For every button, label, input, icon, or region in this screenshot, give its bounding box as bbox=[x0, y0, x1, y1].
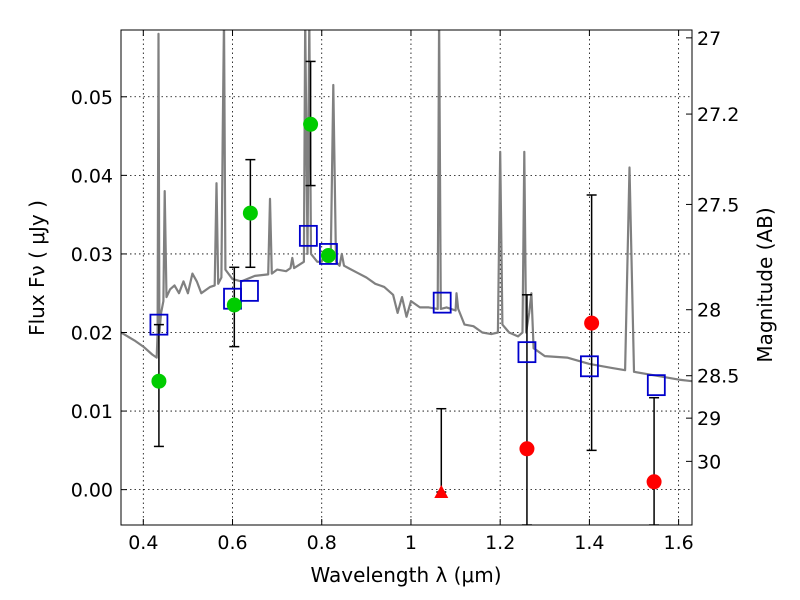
magnitude-tick-label: 29 bbox=[697, 408, 721, 430]
magnitude-tick-label: 27 bbox=[697, 28, 721, 50]
x-tick-label: 1.4 bbox=[574, 532, 604, 554]
x-tick-label: 1.6 bbox=[664, 532, 694, 554]
magnitude-tick-label: 27.2 bbox=[697, 104, 739, 126]
magnitude-tick-label: 30 bbox=[697, 451, 721, 473]
model-band-flux-square bbox=[298, 224, 318, 247]
model-band-flux-square bbox=[432, 291, 452, 314]
x-tick-label: 0.6 bbox=[217, 532, 247, 554]
x-tick-label: 0.8 bbox=[307, 532, 337, 554]
x-tick-label: 1.2 bbox=[485, 532, 515, 554]
y-tick-label: 0.02 bbox=[71, 323, 113, 345]
magnitude-tick-label: 28 bbox=[697, 300, 721, 322]
observed-flux-green-point bbox=[242, 205, 258, 221]
observed-flux-red-point bbox=[646, 474, 662, 490]
observed-flux-green-point bbox=[151, 373, 167, 389]
magnitude-tick-label: 28.5 bbox=[697, 366, 739, 388]
model-band-flux-square bbox=[579, 355, 599, 378]
model-band-flux-square bbox=[149, 313, 169, 336]
magnitude-tick-label: 27.5 bbox=[697, 194, 739, 216]
magnitude-axis-title: Magnitude (AB) bbox=[753, 207, 777, 362]
x-axis-title: Wavelength λ (μm) bbox=[310, 563, 501, 587]
upper-limit-triangle bbox=[434, 485, 449, 498]
observed-flux-red-point bbox=[519, 441, 535, 457]
y-axis-title: Flux Fν ( μJy ) bbox=[25, 200, 49, 336]
y-tick-label: 0.04 bbox=[71, 165, 113, 187]
model-band-flux-square bbox=[240, 279, 259, 302]
y-tick-label: 0.01 bbox=[71, 401, 113, 423]
model-band-flux-square bbox=[646, 374, 666, 397]
observed-flux-green-point bbox=[320, 248, 336, 263]
y-tick-label: 0.03 bbox=[71, 244, 113, 266]
plot-area bbox=[121, 30, 692, 525]
x-tick-label: 0.4 bbox=[128, 532, 158, 554]
axes: 0.4 0.6 0.8 1 1.2 1.4 1.6 0.00 0.01 0.02 0.03 0.04 0… bbox=[71, 28, 740, 554]
grid-lines bbox=[121, 30, 692, 525]
model-band-flux-square bbox=[319, 243, 338, 265]
plot-frame bbox=[120, 29, 693, 526]
y-tick-label: 0.05 bbox=[71, 87, 113, 109]
spectrum-line bbox=[121, 30, 692, 383]
observed-flux-green-point bbox=[226, 297, 242, 313]
model-band-flux-square bbox=[517, 341, 537, 364]
x-tick-label: 1 bbox=[405, 532, 417, 554]
y-tick-label: 0.00 bbox=[71, 480, 113, 502]
observed-flux-red-point bbox=[584, 315, 600, 331]
observed-flux-green-point bbox=[303, 116, 319, 132]
